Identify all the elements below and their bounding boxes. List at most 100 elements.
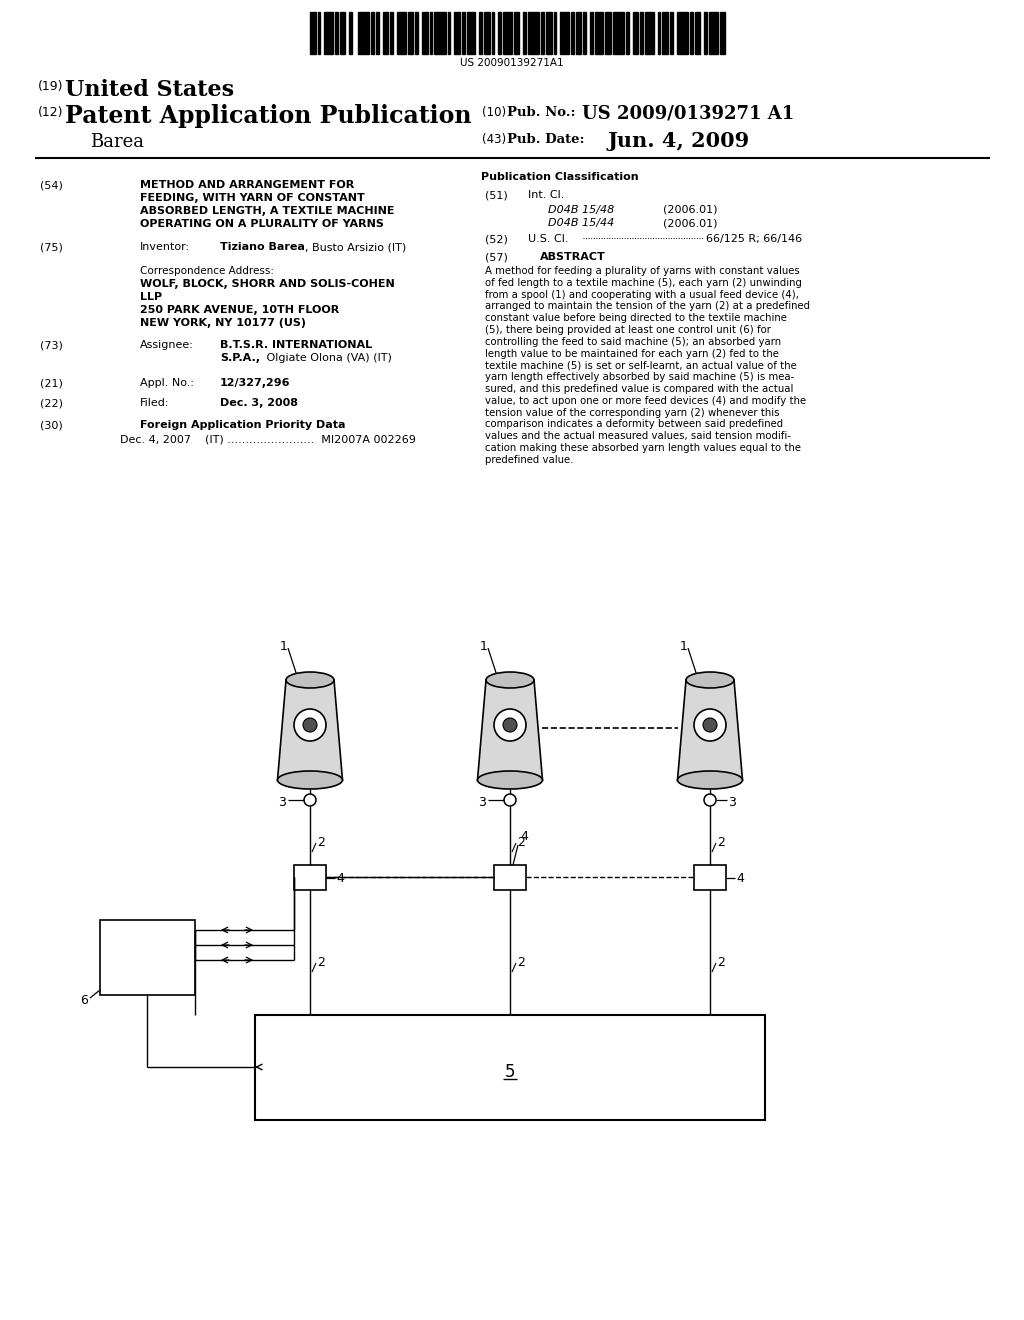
Bar (499, 12, 501, 54)
Text: Pub. Date:: Pub. Date: (507, 133, 585, 147)
Text: Appl. No.:: Appl. No.: (140, 378, 194, 388)
Text: Int. Cl.: Int. Cl. (528, 190, 564, 201)
Bar (645, 12, 653, 54)
Bar (484, 12, 489, 54)
Text: Dec. 4, 2007    (IT) ........................  MI2007A 002269: Dec. 4, 2007 (IT) ......................… (120, 436, 416, 445)
Text: METHOD AND ARRANGEMENT FOR: METHOD AND ARRANGEMENT FOR (140, 180, 354, 190)
Bar (640, 12, 643, 54)
Text: 3: 3 (278, 796, 286, 809)
Bar (677, 12, 688, 54)
Text: constant value before being directed to the textile machine: constant value before being directed to … (485, 313, 786, 323)
Text: FEEDING, WITH YARN OF CONSTANT: FEEDING, WITH YARN OF CONSTANT (140, 193, 365, 203)
Bar (523, 12, 526, 54)
Bar (514, 12, 519, 54)
Bar (255, 1015, 765, 1119)
Text: 66/125 R; 66/146: 66/125 R; 66/146 (706, 234, 802, 244)
Text: yarn length effectively absorbed by said machine (5) is mea-: yarn length effectively absorbed by said… (485, 372, 795, 383)
Text: tension value of the corresponding yarn (2) whenever this: tension value of the corresponding yarn … (485, 408, 779, 417)
Bar (633, 12, 638, 54)
Text: (2006.01): (2006.01) (663, 218, 718, 228)
Bar (335, 12, 338, 54)
Text: length value to be maintained for each yarn (2) fed to the: length value to be maintained for each y… (485, 348, 779, 359)
Bar (612, 12, 624, 54)
Text: , Busto Arsizio (IT): , Busto Arsizio (IT) (305, 242, 407, 252)
Bar (383, 12, 388, 54)
Text: (52): (52) (485, 234, 508, 244)
Text: 6: 6 (80, 994, 88, 1006)
Ellipse shape (686, 672, 734, 688)
Text: S.P.A.,: S.P.A., (220, 352, 260, 363)
Text: US 2009/0139271 A1: US 2009/0139271 A1 (582, 104, 795, 121)
Text: cation making these absorbed yarn length values equal to the: cation making these absorbed yarn length… (485, 444, 801, 453)
Bar (310, 12, 315, 54)
Bar (710, 12, 718, 54)
Circle shape (694, 709, 726, 741)
Text: 1: 1 (280, 640, 288, 653)
Bar (397, 12, 406, 54)
Text: B.T.S.R. INTERNATIONAL: B.T.S.R. INTERNATIONAL (220, 341, 372, 350)
Bar (595, 12, 603, 54)
Bar (605, 12, 610, 54)
Text: Filed:: Filed: (140, 399, 170, 408)
Text: United States: United States (65, 79, 234, 102)
Text: controlling the feed to said machine (5); an absorbed yarn: controlling the feed to said machine (5)… (485, 337, 781, 347)
Text: 4: 4 (736, 871, 743, 884)
Bar (720, 12, 725, 54)
Bar (626, 12, 629, 54)
Ellipse shape (278, 771, 342, 789)
Text: LLP: LLP (140, 292, 162, 302)
Text: NEW YORK, NY 10177 (US): NEW YORK, NY 10177 (US) (140, 318, 306, 327)
Text: (57): (57) (485, 252, 508, 261)
Bar (422, 12, 428, 54)
Bar (690, 12, 693, 54)
Text: Publication Classification: Publication Classification (481, 172, 639, 182)
Bar (694, 865, 726, 890)
Ellipse shape (678, 771, 742, 789)
Bar (575, 12, 582, 54)
Text: U.S. Cl.: U.S. Cl. (528, 234, 568, 244)
Circle shape (504, 795, 516, 807)
Text: Patent Application Publication: Patent Application Publication (65, 104, 471, 128)
Text: (21): (21) (40, 378, 62, 388)
Bar (358, 12, 370, 54)
Polygon shape (477, 680, 543, 780)
Bar (560, 12, 568, 54)
Text: 1: 1 (680, 640, 688, 653)
Bar (494, 865, 526, 890)
Text: OPERATING ON A PLURALITY OF YARNS: OPERATING ON A PLURALITY OF YARNS (140, 219, 384, 228)
Text: A method for feeding a plurality of yarns with constant values: A method for feeding a plurality of yarn… (485, 267, 800, 276)
Bar (317, 12, 321, 54)
Bar (546, 12, 552, 54)
Bar (492, 12, 495, 54)
Text: (54): (54) (40, 180, 62, 190)
Bar (294, 865, 326, 890)
Bar (462, 12, 465, 54)
Text: Foreign Application Priority Data: Foreign Application Priority Data (140, 420, 345, 430)
Bar (657, 12, 660, 54)
Text: Assignee:: Assignee: (140, 341, 194, 350)
Bar (349, 12, 352, 54)
Text: (22): (22) (40, 399, 63, 408)
Text: Inventor:: Inventor: (140, 242, 190, 252)
Text: 12/327,296: 12/327,296 (220, 378, 291, 388)
Text: 4: 4 (336, 871, 344, 884)
Bar (376, 12, 379, 54)
Text: (2006.01): (2006.01) (663, 205, 718, 215)
Text: value, to act upon one or more feed devices (4) and modify the: value, to act upon one or more feed devi… (485, 396, 806, 405)
Text: 250 PARK AVENUE, 10TH FLOOR: 250 PARK AVENUE, 10TH FLOOR (140, 305, 339, 315)
Text: predefined value.: predefined value. (485, 455, 573, 465)
Circle shape (494, 709, 526, 741)
Text: (10): (10) (482, 106, 506, 119)
Bar (695, 12, 700, 54)
Text: 2: 2 (717, 837, 725, 850)
Bar (467, 12, 475, 54)
Bar (542, 12, 544, 54)
Text: from a spool (1) and cooperating with a usual feed device (4),: from a spool (1) and cooperating with a … (485, 289, 799, 300)
Text: Correspondence Address:: Correspondence Address: (140, 267, 274, 276)
Text: WOLF, BLOCK, SHORR AND SOLIS-COHEN: WOLF, BLOCK, SHORR AND SOLIS-COHEN (140, 279, 394, 289)
Text: 3: 3 (728, 796, 736, 809)
Bar (340, 12, 345, 54)
Text: (12): (12) (38, 106, 63, 119)
Text: (75): (75) (40, 242, 62, 252)
Bar (325, 12, 333, 54)
